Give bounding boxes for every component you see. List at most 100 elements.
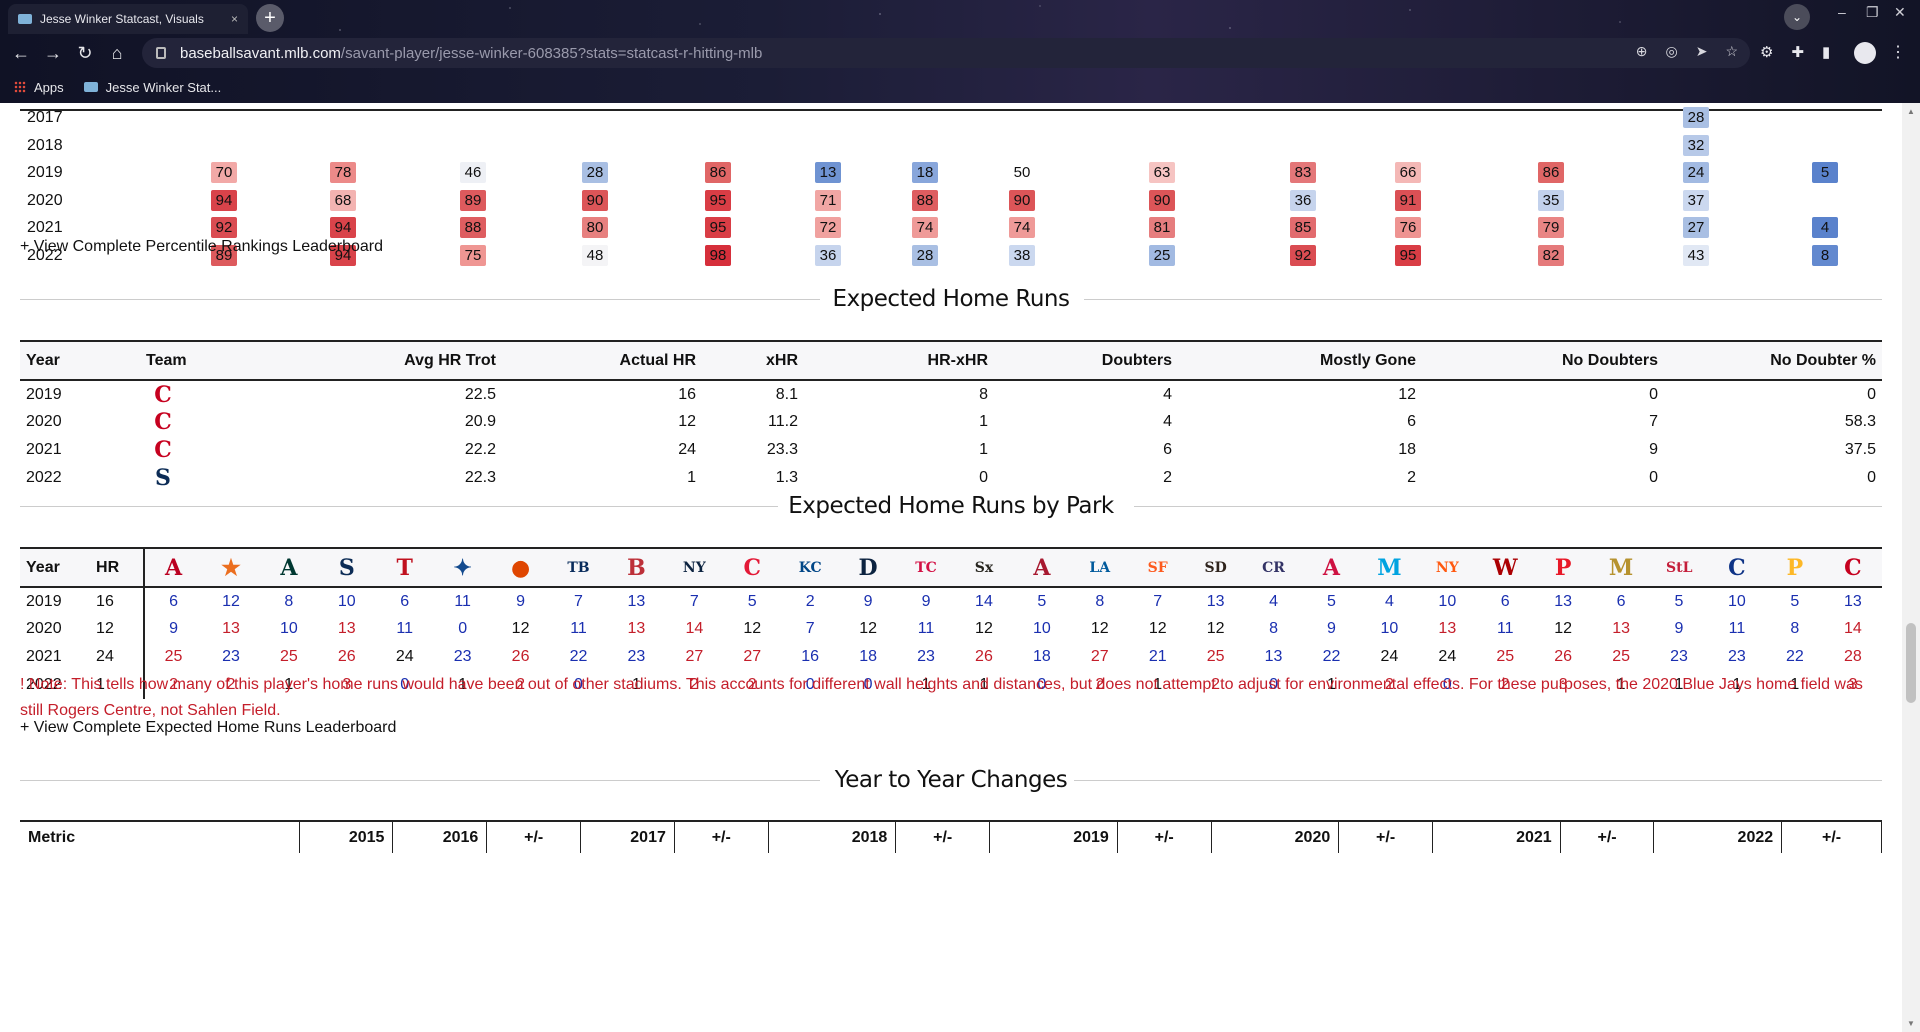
yty-col-2[interactable]: 2016 — [392, 820, 488, 853]
scroll-up-icon[interactable]: ▲ — [1907, 107, 1915, 116]
yty-col-13[interactable]: +/- — [1560, 820, 1655, 853]
send-icon[interactable]: ➤ — [1695, 43, 1708, 59]
puzzle-icon[interactable]: ✚ — [1791, 44, 1805, 61]
col-park[interactable]: LA — [1070, 547, 1129, 588]
park-cell: 0 — [863, 676, 873, 693]
extension-icon[interactable]: ⚙ — [1760, 44, 1774, 61]
bookmark-jesse-winker[interactable]: Jesse Winker Stat... — [83, 80, 221, 95]
col-team[interactable]: Team — [140, 340, 290, 381]
col-park[interactable]: A — [1012, 547, 1071, 588]
back-icon[interactable]: ← — [12, 43, 30, 63]
bookmark-star-icon[interactable]: ☆ — [1725, 43, 1738, 59]
yty-col-4[interactable]: 2017 — [580, 820, 675, 853]
zoom-icon[interactable]: ⊕ — [1635, 43, 1648, 59]
percentile-year: 2020 — [27, 191, 63, 209]
col-park[interactable]: P — [1534, 547, 1593, 588]
col-mostly-gone[interactable]: Mostly Gone — [1178, 340, 1422, 381]
percentile-cell: 95 — [1395, 244, 1421, 266]
yty-col-1[interactable]: 2015 — [299, 820, 394, 853]
yty-col-11[interactable]: +/- — [1338, 820, 1433, 853]
col-park[interactable]: Sx — [954, 547, 1013, 588]
col-park[interactable]: TB — [549, 547, 608, 588]
eye-off-icon[interactable]: ◎ — [1665, 43, 1678, 59]
col-park[interactable]: ★ — [202, 547, 260, 588]
col-park[interactable]: A — [259, 547, 318, 588]
percentile-leaderboard-link[interactable]: + View Complete Percentile Rankings Lead… — [20, 238, 384, 255]
browser-menu-icon[interactable]: ⋮ — [1890, 44, 1906, 61]
park-cell: 11 — [1728, 620, 1746, 637]
reds-logo-icon[interactable]: C — [154, 409, 172, 435]
col-no-doubter-pct[interactable]: No Doubter % — [1664, 340, 1882, 381]
yty-col-14[interactable]: 2022 — [1653, 820, 1783, 853]
col-park[interactable]: CR — [1244, 547, 1303, 588]
browser-tab[interactable]: Jesse Winker Statcast, Visuals × — [8, 4, 248, 34]
home-icon[interactable]: ⌂ — [111, 43, 123, 63]
yty-col-10[interactable]: 2020 — [1211, 820, 1340, 853]
col-park[interactable]: A — [1302, 547, 1361, 588]
col-avg-hr-trot[interactable]: Avg HR Trot — [290, 340, 502, 381]
reload-icon[interactable]: ↻ — [77, 43, 93, 63]
col-park[interactable]: ● — [491, 547, 550, 588]
bookmark-apps[interactable]: Apps — [14, 80, 64, 95]
col-park[interactable]: B — [607, 547, 666, 588]
col-park[interactable]: SF — [1128, 547, 1187, 588]
col-actual-hr[interactable]: Actual HR — [502, 340, 702, 381]
minimize-icon[interactable]: – — [1838, 4, 1846, 20]
col-park[interactable]: M — [1592, 547, 1651, 588]
col-park[interactable]: NY — [665, 547, 724, 588]
xhr-cell-mostly: 12 — [1398, 385, 1416, 403]
restore-icon[interactable]: ❐ — [1866, 4, 1879, 20]
col-park[interactable]: C — [1707, 547, 1766, 588]
park-cell: 9 — [863, 592, 873, 610]
yty-col-3[interactable]: +/- — [486, 820, 582, 853]
col-doubters[interactable]: Doubters — [994, 340, 1178, 381]
col-hr-xhr[interactable]: HR-xHR — [804, 340, 994, 381]
xhr-leaderboard-link[interactable]: + View Complete Expected Home Runs Leade… — [20, 719, 397, 736]
col-park[interactable]: KC — [781, 547, 840, 588]
park-cell: 23 — [222, 648, 240, 665]
yty-col-8[interactable]: 2019 — [989, 820, 1118, 853]
browser-chrome: Jesse Winker Statcast, Visuals × + ⌄ – ❐… — [0, 0, 1920, 103]
sidepanel-icon[interactable]: ▮ — [1822, 44, 1831, 61]
yty-col-0[interactable]: Metric — [20, 820, 300, 853]
scrollbar-thumb[interactable] — [1906, 623, 1916, 703]
reds-logo-icon[interactable]: C — [154, 381, 172, 408]
col-park[interactable]: S — [317, 547, 376, 588]
xhr-cell-hr: 24 — [678, 441, 696, 458]
yty-col-7[interactable]: +/- — [895, 820, 991, 853]
col-park[interactable]: A — [144, 547, 202, 588]
col-xhr[interactable]: xHR — [702, 340, 804, 381]
col-park[interactable]: SD — [1186, 547, 1245, 588]
col-park[interactable]: P — [1765, 547, 1824, 588]
col-park[interactable]: NY — [1418, 547, 1477, 588]
tab-close-icon[interactable]: × — [230, 12, 238, 26]
col-park[interactable]: T — [375, 547, 434, 588]
col-park[interactable]: ✦ — [433, 547, 492, 588]
scroll-down-icon[interactable]: ▼ — [1907, 1019, 1915, 1028]
col-year[interactable]: Year — [20, 340, 140, 381]
mariners-logo-icon[interactable]: S — [155, 465, 171, 491]
address-bar[interactable]: baseballsavant.mlb.com /savant-player/je… — [142, 38, 1750, 68]
yty-col-12[interactable]: 2021 — [1432, 820, 1561, 853]
tab-search-icon[interactable]: ⌄ — [1784, 4, 1810, 30]
col-no-doubters[interactable]: No Doubters — [1422, 340, 1664, 381]
col-park[interactable]: TC — [897, 547, 955, 588]
col-park[interactable]: StL — [1650, 547, 1708, 588]
profile-avatar[interactable] — [1854, 42, 1876, 64]
yty-col-9[interactable]: +/- — [1117, 820, 1212, 853]
col-park[interactable]: C — [1823, 547, 1882, 588]
yty-col-15[interactable]: +/- — [1781, 820, 1882, 853]
new-tab-button[interactable]: + — [256, 4, 284, 32]
reds-logo-icon[interactable]: C — [154, 437, 172, 463]
yty-col-6[interactable]: 2018 — [768, 820, 897, 853]
col-year[interactable]: Year — [20, 547, 91, 588]
page-scrollbar[interactable]: ▲ ▼ — [1902, 103, 1920, 1032]
col-hr[interactable]: HR — [90, 547, 146, 588]
col-park[interactable]: D — [839, 547, 898, 588]
col-park[interactable]: M — [1360, 547, 1419, 588]
close-window-icon[interactable]: ✕ — [1894, 4, 1906, 20]
col-park[interactable]: W — [1476, 547, 1535, 588]
yty-col-5[interactable]: +/- — [674, 820, 769, 853]
forward-icon[interactable]: → — [44, 43, 62, 63]
col-park[interactable]: C — [723, 547, 782, 588]
